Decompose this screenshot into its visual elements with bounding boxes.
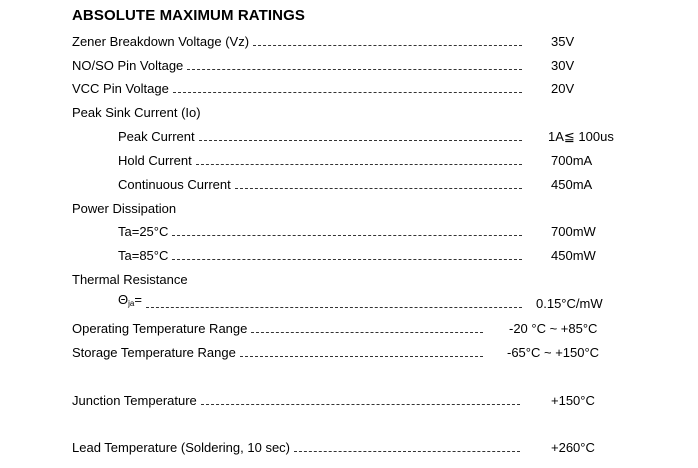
label: Lead Temperature (Soldering, 10 sec) xyxy=(72,440,290,455)
label: VCC Pin Voltage xyxy=(72,81,169,96)
value: +150°C xyxy=(551,393,595,408)
label: Thermal Resistance xyxy=(72,272,188,287)
label: Zener Breakdown Voltage (Vz) xyxy=(72,34,250,49)
leader xyxy=(172,235,522,236)
rating-row: Power Dissipation xyxy=(72,199,176,217)
leader xyxy=(172,259,522,260)
label: Ta=25°C xyxy=(118,224,169,239)
value: 20V xyxy=(551,81,575,96)
rating-row: Peak Sink Current (Io) xyxy=(72,103,201,121)
label: Peak Current xyxy=(118,129,195,144)
rating-row: Continuous Current xyxy=(118,175,522,193)
leader xyxy=(234,188,522,189)
leader xyxy=(145,307,522,308)
subscript: ja xyxy=(128,299,135,308)
leader xyxy=(172,92,522,93)
value: 450mW xyxy=(551,248,596,263)
suffix: = xyxy=(134,292,142,307)
value: -20 °C ~ +85°C xyxy=(509,321,598,336)
rating-row: Θja= xyxy=(118,292,522,312)
rating-row: Thermal Resistance xyxy=(72,270,188,288)
rating-row: Hold Current xyxy=(118,151,522,169)
leader xyxy=(251,332,483,333)
label: Operating Temperature Range xyxy=(72,321,248,336)
label: Hold Current xyxy=(118,153,192,168)
label: Ta=85°C xyxy=(118,248,169,263)
rating-row: Storage Temperature Range xyxy=(72,343,483,361)
rating-row: Zener Breakdown Voltage (Vz) xyxy=(72,32,522,50)
value: 700mW xyxy=(551,224,596,239)
leader xyxy=(239,356,483,357)
rating-row: Operating Temperature Range xyxy=(72,319,483,337)
rating-row: Ta=85°C xyxy=(118,246,522,264)
value: -65°C ~ +150°C xyxy=(507,345,600,360)
label: NO/SO Pin Voltage xyxy=(72,58,184,73)
value: 30V xyxy=(551,58,575,73)
leader xyxy=(195,164,522,165)
leader xyxy=(200,404,520,405)
value: +260°C xyxy=(551,440,595,455)
label: Θja= xyxy=(118,292,142,312)
rating-row: VCC Pin Voltage xyxy=(72,79,522,97)
rating-row: Junction Temperature xyxy=(72,391,520,409)
value: 700mA xyxy=(551,153,593,168)
value: 35V xyxy=(551,34,575,49)
rating-row: Peak Current xyxy=(118,127,522,145)
leader xyxy=(294,451,520,452)
value: 1A≦ 100us xyxy=(548,129,614,144)
label: Continuous Current xyxy=(118,177,231,192)
label: Peak Sink Current (Io) xyxy=(72,105,201,120)
value: 0.15°C/mW xyxy=(536,296,603,311)
label: Storage Temperature Range xyxy=(72,345,236,360)
rating-row: Lead Temperature (Soldering, 10 sec) xyxy=(72,438,520,456)
label: Power Dissipation xyxy=(72,201,177,216)
leader xyxy=(198,140,522,141)
leader xyxy=(187,69,522,70)
title: ABSOLUTE MAXIMUM RATINGS xyxy=(72,7,305,24)
symbol: Θ xyxy=(118,292,129,307)
value: 450mA xyxy=(551,177,593,192)
label: Junction Temperature xyxy=(72,393,197,408)
rating-row: Ta=25°C xyxy=(118,222,522,240)
rating-row: NO/SO Pin Voltage xyxy=(72,56,522,74)
leader xyxy=(253,45,522,46)
